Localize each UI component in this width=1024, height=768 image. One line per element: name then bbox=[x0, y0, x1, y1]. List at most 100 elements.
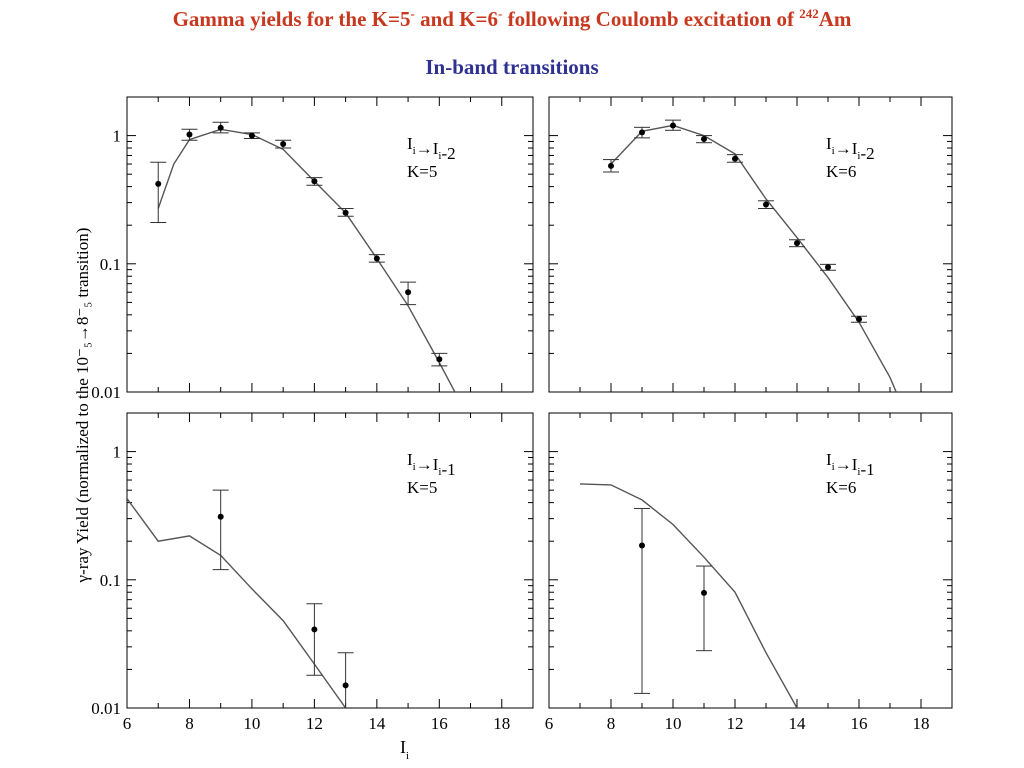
x-tick-label: 12 bbox=[306, 714, 323, 733]
panel-k-label: K=5 bbox=[407, 478, 437, 497]
data-point bbox=[311, 626, 318, 633]
theory-curve bbox=[127, 498, 347, 708]
data-point-group bbox=[400, 281, 417, 306]
data-point-group bbox=[696, 135, 712, 144]
y-tick-label: 0.01 bbox=[91, 699, 121, 718]
data-point-group bbox=[243, 132, 260, 139]
title-sup-2: - bbox=[497, 6, 503, 21]
panel-k-label: K=6 bbox=[826, 478, 856, 497]
y-axis-label: γ-ray Yield (normalized to the 10⁻₅→8⁻₅ … bbox=[73, 228, 92, 584]
x-tick-label: 16 bbox=[431, 714, 448, 733]
title-text-3: following Coulomb excitation of bbox=[502, 7, 800, 31]
panel-transition-label: Ii→Ii-2 bbox=[826, 134, 875, 163]
plot-frame bbox=[126, 412, 534, 709]
plot-frame bbox=[126, 96, 534, 393]
data-point bbox=[639, 129, 645, 136]
y-tick-label: 0.1 bbox=[100, 571, 121, 590]
data-point-group bbox=[696, 565, 712, 652]
data-point bbox=[405, 289, 412, 296]
data-point-group bbox=[634, 507, 650, 694]
data-point bbox=[186, 131, 193, 138]
data-point-group bbox=[150, 161, 167, 223]
data-point-group bbox=[603, 159, 619, 173]
data-point bbox=[342, 209, 349, 216]
data-point bbox=[436, 356, 443, 363]
data-point bbox=[280, 140, 287, 147]
x-tick-label: 8 bbox=[607, 714, 616, 733]
x-axis-label: Ii bbox=[400, 737, 409, 762]
title-sup-1: - bbox=[410, 6, 415, 21]
x-tick-label: 12 bbox=[727, 714, 744, 733]
data-point bbox=[670, 122, 676, 129]
data-point-group bbox=[758, 200, 774, 209]
data-point-group bbox=[665, 119, 681, 131]
x-tick-label: 16 bbox=[851, 714, 868, 733]
x-axis-label-main: I bbox=[400, 737, 406, 757]
title-text-1: Gamma yields for the K=5 bbox=[172, 7, 411, 31]
data-point-group bbox=[431, 352, 448, 367]
x-tick-label: 6 bbox=[123, 714, 132, 733]
x-tick-label: 10 bbox=[665, 714, 682, 733]
data-point-group bbox=[789, 239, 805, 248]
data-point-group bbox=[306, 177, 323, 186]
data-point-group bbox=[212, 121, 229, 134]
data-point-group bbox=[275, 139, 292, 149]
data-point bbox=[608, 162, 614, 169]
x-tick-label: 10 bbox=[243, 714, 260, 733]
panel-top-right: Ii→Ii-2K=6 bbox=[548, 96, 953, 393]
y-tick-label: 0.01 bbox=[91, 383, 121, 402]
title-text-4: Am bbox=[818, 7, 852, 31]
data-point bbox=[311, 178, 318, 185]
chart-title: Gamma yields for the K=5- and K=6- follo… bbox=[0, 6, 1024, 32]
data-point-group bbox=[337, 207, 354, 217]
panel-bottom-left: 6 8 10 12 14 16 18 0.01 0.1 1 Ii→Ii-1K=5 bbox=[91, 412, 534, 733]
data-point bbox=[701, 136, 707, 143]
panel-transition-label: Ii→Ii-1 bbox=[826, 450, 875, 479]
data-point-group bbox=[851, 315, 867, 323]
panel-transition-label: Ii→Ii-1 bbox=[407, 450, 456, 479]
theory-curve bbox=[610, 124, 897, 392]
data-point bbox=[373, 255, 380, 262]
x-tick-label: 14 bbox=[368, 714, 386, 733]
data-point bbox=[217, 124, 224, 131]
chart-subtitle: In-band transitions bbox=[425, 55, 599, 79]
data-point bbox=[856, 316, 862, 323]
data-point bbox=[639, 542, 645, 549]
y-tick-label: 1 bbox=[113, 443, 122, 462]
data-point bbox=[248, 132, 255, 139]
plot-frame bbox=[548, 412, 953, 709]
title-sup-3: 242 bbox=[799, 6, 819, 21]
data-point-group bbox=[368, 254, 385, 263]
theory-curve bbox=[157, 128, 456, 392]
data-point bbox=[217, 513, 224, 520]
panel-bottom-right: 6 8 10 12 14 16 18 Ii→Ii-1K=6 bbox=[545, 412, 953, 733]
data-point-group bbox=[820, 263, 836, 271]
panel-k-label: K=5 bbox=[407, 162, 437, 181]
data-point bbox=[763, 201, 769, 208]
y-tick-label: 1 bbox=[113, 127, 122, 146]
x-axis-label-sub: i bbox=[406, 750, 409, 762]
plot-frame bbox=[548, 96, 953, 393]
title-text-2: and K=6 bbox=[414, 7, 498, 31]
data-point-group bbox=[727, 154, 743, 163]
data-point bbox=[155, 180, 162, 187]
data-point bbox=[732, 155, 738, 162]
panel-k-label: K=6 bbox=[826, 162, 856, 181]
data-point-group bbox=[634, 126, 650, 139]
x-tick-label: 18 bbox=[913, 714, 930, 733]
data-point-group bbox=[181, 128, 198, 141]
data-point bbox=[794, 240, 800, 247]
panel-transition-label: Ii→Ii-2 bbox=[407, 134, 456, 163]
x-tick-label: 6 bbox=[545, 714, 554, 733]
theory-curve bbox=[579, 483, 798, 708]
x-tick-label: 8 bbox=[185, 714, 194, 733]
data-point-group bbox=[306, 603, 323, 676]
data-point-group bbox=[337, 652, 354, 708]
data-point bbox=[342, 682, 349, 689]
x-tick-label: 18 bbox=[493, 714, 510, 733]
x-tick-label: 14 bbox=[789, 714, 807, 733]
data-point bbox=[701, 589, 707, 596]
data-point bbox=[825, 264, 831, 271]
panel-top-left: 0.01 0.1 1 Ii→Ii-2K=5 bbox=[91, 96, 534, 402]
